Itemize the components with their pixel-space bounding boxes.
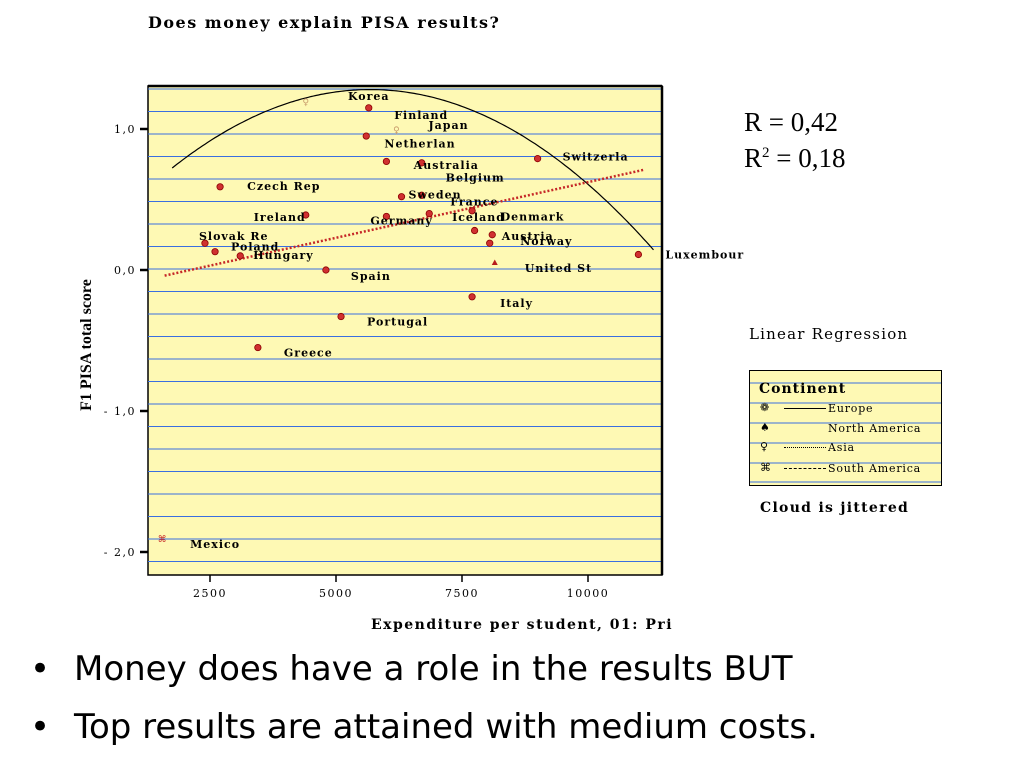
data-label: Belgium xyxy=(446,171,505,184)
legend-line-dashdot xyxy=(784,447,826,448)
data-point: ♀ xyxy=(393,126,400,136)
data-point: ⌘ xyxy=(158,535,167,545)
data-point xyxy=(382,212,390,221)
data-label: Spain xyxy=(351,270,391,283)
x-tick-label: 10000 xyxy=(567,587,610,600)
data-point xyxy=(488,231,496,239)
data-label: Denmark xyxy=(501,211,565,224)
data-point: ♀ xyxy=(302,98,309,108)
bullet-item: Top results are attained with medium cos… xyxy=(28,698,818,756)
legend-item-south-america: ⌘ South America xyxy=(756,461,941,479)
data-label: Austria xyxy=(501,230,554,243)
data-point xyxy=(468,293,476,301)
data-point xyxy=(418,191,426,199)
data-label: Luxembour xyxy=(665,248,744,261)
bullet-list: Money does have a role in the results BU… xyxy=(28,640,818,756)
north-america-symbol-icon: ♠ xyxy=(760,421,770,434)
linear-fit-line xyxy=(164,168,644,277)
legend-item-north-america: ♠ North America xyxy=(756,421,941,439)
r-squared-value: R2 = 0,18 xyxy=(744,143,846,173)
data-label: Greece xyxy=(284,347,333,360)
data-label: Australia xyxy=(413,159,479,172)
data-point xyxy=(254,343,262,352)
data-point xyxy=(486,239,494,247)
data-label: Ireland xyxy=(254,211,306,224)
data-label: Hungary xyxy=(253,249,313,262)
data-label: Sweden xyxy=(409,189,462,202)
legend-label: Asia xyxy=(828,441,855,454)
y-tick-label: - 2,0 xyxy=(104,546,136,559)
data-point xyxy=(337,312,345,321)
data-point xyxy=(491,259,498,265)
data-label: Czech Rep xyxy=(247,180,320,193)
legend-item-asia: ♀ Asia xyxy=(756,440,941,458)
y-tick-label: 0,0 xyxy=(114,264,136,277)
legend-line-solid xyxy=(784,408,826,409)
data-label: Japan xyxy=(427,119,468,132)
legend-grid xyxy=(750,382,941,483)
data-label: Iceland xyxy=(452,211,505,224)
data-point xyxy=(362,132,370,140)
x-tick-label: 7500 xyxy=(445,587,479,600)
data-label: Finland xyxy=(394,109,448,122)
legend-label: North America xyxy=(828,422,922,435)
legend-line-dashed xyxy=(784,468,826,469)
data-label: Norway xyxy=(520,235,572,248)
data-point xyxy=(302,211,310,219)
data-label: Poland xyxy=(231,241,279,254)
data-label: Korea xyxy=(348,90,390,103)
data-point xyxy=(397,193,406,201)
legend-item-europe: ❁ Europe xyxy=(756,401,941,419)
south-america-symbol-icon: ⌘ xyxy=(760,461,771,474)
x-tick-label: 5000 xyxy=(319,587,353,600)
y-tick-label: 1,0 xyxy=(114,123,136,136)
scatter-chart: Does money explain PISA results? 1,0 0,0 -… xyxy=(78,13,744,633)
data-point xyxy=(425,210,433,218)
data-point xyxy=(418,159,426,167)
legend-label: Europe xyxy=(828,402,874,415)
data-label: Portugal xyxy=(367,316,428,329)
data-label: Switzerla xyxy=(563,151,629,164)
data-label: United St xyxy=(525,262,592,275)
europe-symbol-icon: ❁ xyxy=(760,401,770,414)
correlation-stats: R = 0,42 R2 = 0,18 xyxy=(744,104,846,176)
legend-label: South America xyxy=(828,462,922,475)
data-label: Netherlan xyxy=(384,137,455,150)
data-label: France xyxy=(450,196,498,209)
data-point xyxy=(322,266,330,274)
plot-area: 1,0 0,0 - 1,0 - 2,0 2500 5000 7500 10000 Finland… xyxy=(104,84,744,600)
data-label: Italy xyxy=(500,297,533,310)
data-point xyxy=(382,157,390,166)
legend: Continent ❁ Europe ♠ North America ♀ Asi… xyxy=(749,370,942,486)
x-axis-label: Expenditure per student, 01: Pri xyxy=(371,617,673,633)
y-tick-label: - 1,0 xyxy=(104,405,136,418)
quadratic-fit-curve xyxy=(171,89,654,251)
data-point xyxy=(634,250,643,259)
asia-symbol-icon: ♀ xyxy=(760,440,769,453)
data-point xyxy=(533,155,542,163)
data-point xyxy=(470,226,479,235)
data-label: Germany xyxy=(370,214,432,227)
r-value: R = 0,42 xyxy=(744,107,838,137)
data-point xyxy=(236,252,244,260)
legend-title: Continent xyxy=(759,381,847,397)
x-tick-label: 2500 xyxy=(193,587,227,600)
y-axis-label: F1 PISA total score xyxy=(78,279,95,411)
chart-title: Does money explain PISA results? xyxy=(148,13,500,32)
data-point xyxy=(216,183,224,191)
regression-title: Linear Regression xyxy=(749,325,909,343)
data-point xyxy=(201,239,209,247)
data-point xyxy=(365,104,373,112)
data-label: Mexico xyxy=(190,538,240,551)
data-point xyxy=(468,207,476,215)
data-point xyxy=(211,248,219,256)
data-label: Slovak Re xyxy=(199,230,269,243)
bullet-item: Money does have a role in the results BU… xyxy=(28,640,818,698)
cloud-note: Cloud is jittered xyxy=(760,500,910,516)
